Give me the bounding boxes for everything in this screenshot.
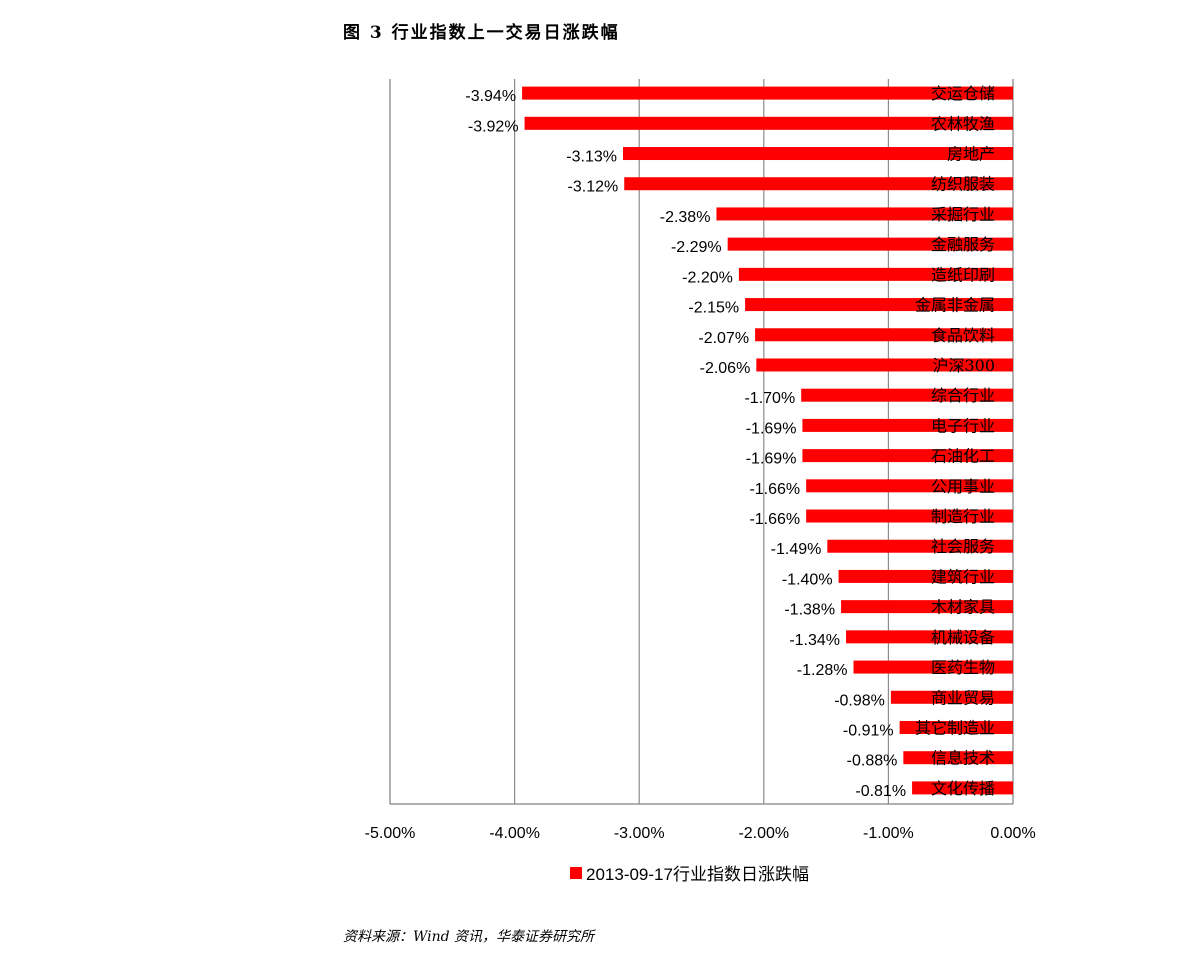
bar: [756, 358, 1013, 372]
category-labels: 交运仓储农林牧渔房地产纺织服装采掘行业金融服务造纸印刷金属非金属食品饮料沪深30…: [915, 84, 995, 798]
category-label: 建筑行业: [931, 567, 995, 586]
legend-label: 2013-09-17行业指数日涨跌幅: [586, 865, 809, 884]
bar: [841, 600, 1013, 614]
category-label: 造纸印刷: [931, 265, 995, 284]
data-label: -0.81%: [855, 783, 906, 800]
x-tick-label: -5.00%: [365, 825, 416, 842]
category-label: 公用事业: [931, 477, 995, 496]
x-tick-label: -4.00%: [489, 825, 540, 842]
x-tick-label: 0.00%: [990, 825, 1035, 842]
bar: [802, 449, 1013, 463]
data-label: -2.06%: [700, 360, 751, 377]
category-label: 农林牧渔: [931, 114, 995, 133]
legend: 2013-09-17行业指数日涨跌幅: [570, 860, 809, 885]
bar: [738, 267, 1013, 281]
category-label: 医药生物: [931, 658, 995, 677]
category-label: 食品饮料: [931, 326, 995, 345]
category-label: 交运仓储: [931, 84, 995, 103]
source-note: 资料来源：Wind 资讯，华泰证券研究所: [343, 929, 595, 945]
data-label: -0.88%: [847, 753, 898, 770]
bar: [853, 660, 1013, 674]
category-label: 机械设备: [931, 628, 995, 647]
category-label: 其它制造业: [915, 718, 995, 737]
data-label: -3.94%: [465, 88, 516, 105]
data-label: -1.66%: [749, 511, 800, 528]
x-tick-label: -2.00%: [738, 825, 789, 842]
category-label: 石油化工: [931, 447, 995, 466]
bar: [827, 539, 1013, 553]
data-label: -3.12%: [568, 179, 619, 196]
bar: [745, 298, 1013, 312]
data-label: -2.38%: [660, 209, 711, 226]
bar: [912, 781, 1013, 795]
data-label: -1.40%: [782, 571, 833, 588]
x-tick-labels: -5.00% -4.00% -3.00% -2.00% -1.00% 0.00%: [365, 825, 1036, 842]
bar: [903, 751, 1013, 765]
bar: [802, 418, 1013, 432]
category-label: 商业贸易: [931, 688, 995, 707]
bar: [727, 237, 1013, 251]
category-label: 沪深300: [932, 356, 995, 375]
data-label: -1.28%: [797, 662, 848, 679]
legend-swatch: [570, 866, 582, 879]
data-label: -2.15%: [688, 300, 739, 317]
data-label: -2.07%: [698, 330, 749, 347]
data-label: -1.38%: [784, 602, 835, 619]
bar: [806, 509, 1013, 523]
bar: [806, 479, 1013, 493]
bar: [522, 86, 1013, 100]
category-label: 金属非金属: [915, 296, 995, 315]
data-label: -1.34%: [789, 632, 840, 649]
category-label: 社会服务: [931, 537, 995, 556]
bar: [624, 177, 1013, 191]
data-label: -1.69%: [746, 451, 797, 468]
data-label: -3.13%: [566, 149, 617, 166]
category-label: 纺织服装: [931, 175, 995, 194]
bar: [623, 147, 1013, 161]
category-label: 电子行业: [931, 416, 995, 435]
figure-title: 图 3 行业指数上一交易日涨跌幅: [343, 23, 620, 43]
category-label: 采掘行业: [931, 205, 995, 224]
data-label: -3.92%: [468, 118, 519, 135]
category-label: 综合行业: [931, 386, 995, 405]
bar: [524, 116, 1013, 130]
bar: [838, 569, 1013, 583]
data-label: -1.66%: [749, 481, 800, 498]
category-label: 制造行业: [931, 507, 995, 526]
x-tick-label: -3.00%: [614, 825, 665, 842]
bar: [716, 207, 1013, 221]
category-label: 信息技术: [931, 749, 995, 768]
data-label: -0.91%: [843, 722, 894, 739]
bars: [522, 86, 1013, 795]
data-label: -2.29%: [671, 239, 722, 256]
category-label: 金融服务: [931, 235, 995, 254]
x-tick-label: -1.00%: [863, 825, 914, 842]
bar: [890, 690, 1013, 704]
data-label: -1.69%: [746, 420, 797, 437]
value-labels: -3.94% -3.92% -3.13% -3.12% -2.38% -2.29% -2.2…: [465, 88, 906, 800]
category-label: 文化传播: [931, 779, 995, 798]
category-label: 房地产: [947, 145, 995, 164]
category-label: 木材家具: [931, 598, 995, 617]
data-label: -0.98%: [834, 692, 885, 709]
data-label: -1.70%: [744, 390, 795, 407]
bar: [846, 630, 1013, 644]
data-label: -2.20%: [682, 269, 733, 286]
gridlines: [389, 79, 1014, 805]
bar: [755, 328, 1013, 342]
bar: [801, 388, 1013, 402]
bar: [899, 720, 1013, 734]
data-label: -1.49%: [771, 541, 822, 558]
